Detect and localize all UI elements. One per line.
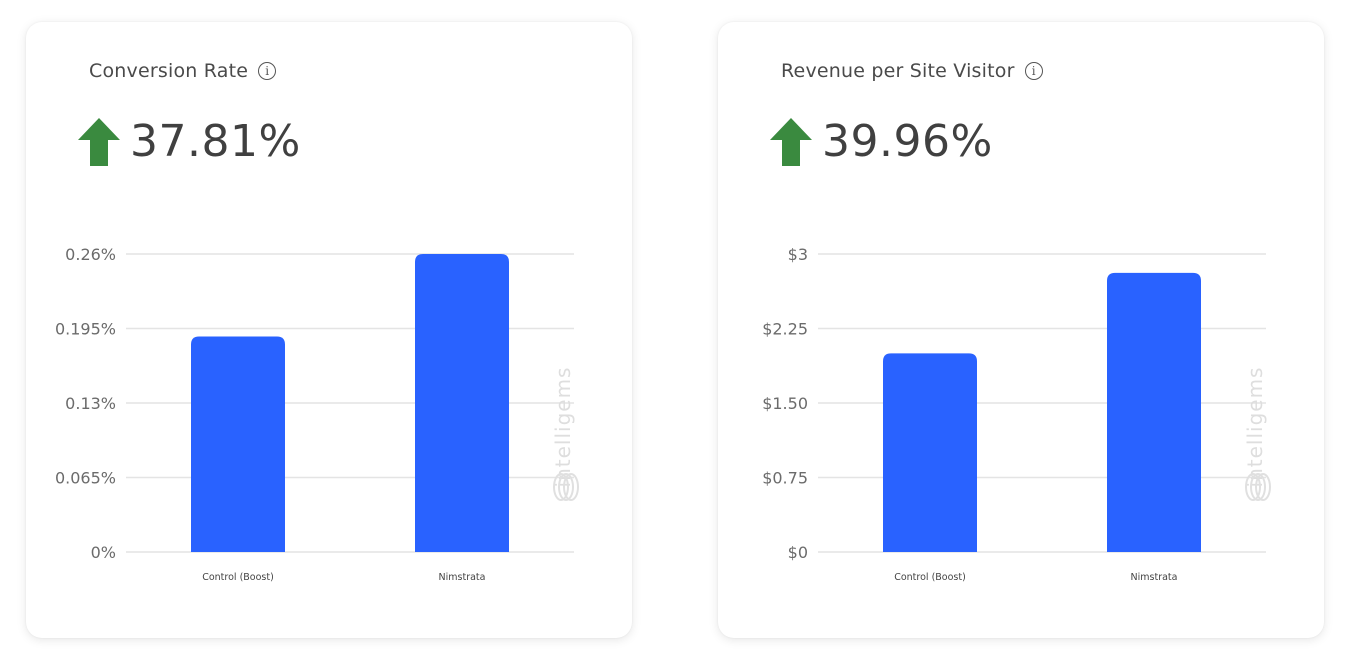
watermark-ring	[558, 473, 574, 501]
metric-value: 39.96%	[822, 116, 993, 167]
info-icon[interactable]: i	[258, 62, 277, 80]
watermark-text: intelligems	[551, 367, 575, 488]
watermark-text: intelligems	[1243, 367, 1267, 488]
y-tick-label: $1.50	[762, 394, 808, 413]
x-category-label: Control (Boost)	[894, 572, 966, 583]
y-tick-label: 0%	[91, 543, 116, 562]
y-tick-label: 0.195%	[55, 320, 116, 339]
arrow-up-shape	[770, 117, 812, 166]
y-tick-label: $0	[788, 543, 808, 562]
metric-value: 37.81%	[130, 116, 301, 167]
watermark-ring	[553, 473, 569, 501]
y-tick-label: $2.25	[762, 320, 808, 339]
card-header: Revenue per Site Visitor i	[781, 60, 1043, 82]
bar	[191, 336, 285, 552]
watermark-ring	[1245, 473, 1261, 501]
bar	[883, 353, 977, 552]
revenue-per-visitor-chart: $0 $0.75 $1.50 $2.25 $3 Control (Boost) Nimstr…	[762, 245, 1271, 583]
watermark-ring	[563, 473, 579, 501]
y-tick-label: 0.13%	[65, 394, 116, 413]
arrow-up-icon	[78, 117, 120, 166]
watermark-logo-icon	[553, 473, 579, 501]
conversion-rate-chart: 0% 0.065% 0.13% 0.195% 0.26% Control (Boost) N…	[55, 245, 579, 583]
watermark-ring	[1255, 473, 1271, 501]
watermark-logo-icon	[1245, 473, 1271, 501]
x-category-label: Control (Boost)	[202, 572, 274, 583]
bar	[1107, 272, 1201, 552]
arrow-up-icon	[770, 117, 812, 166]
y-tick-label: $3	[788, 245, 808, 264]
watermark-ring	[1250, 473, 1266, 501]
x-category-label: Nimstrata	[439, 572, 486, 583]
metric: 39.96%	[770, 116, 993, 167]
y-tick-label: $0.75	[762, 469, 808, 488]
y-tick-label: 0.26%	[65, 245, 116, 264]
info-icon[interactable]: i	[1024, 62, 1043, 80]
conversion-rate-card: Conversion Rate i 37.81% 0% 0.065% 0.13% 0.…	[26, 22, 632, 638]
y-tick-label: 0.065%	[55, 469, 116, 488]
card-title: Revenue per Site Visitor	[781, 60, 1015, 82]
metric: 37.81%	[78, 116, 301, 167]
bar	[415, 254, 509, 552]
x-category-label: Nimstrata	[1131, 572, 1178, 583]
card-header: Conversion Rate i	[89, 60, 277, 82]
card-title: Conversion Rate	[89, 60, 249, 82]
arrow-up-shape	[78, 117, 120, 166]
revenue-per-visitor-card: Revenue per Site Visitor i 39.96% $0 $0.7…	[718, 22, 1324, 638]
